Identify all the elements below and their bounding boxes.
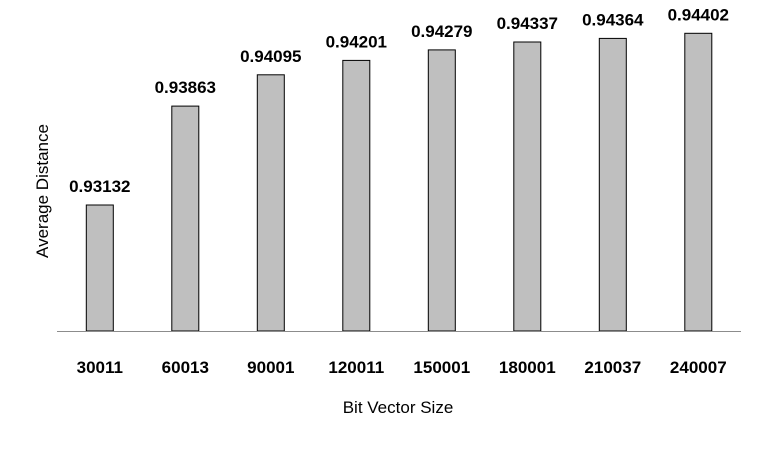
data-label-30011: 0.93132 (69, 177, 130, 196)
data-label-210037: 0.94364 (582, 10, 644, 29)
bar-180001 (513, 41, 542, 332)
x-tick-label-30011: 30011 (77, 358, 123, 377)
x-tick-label-180001: 180001 (499, 358, 556, 377)
data-label-90001: 0.94095 (240, 47, 301, 66)
x-tick-label-60013: 60013 (162, 358, 209, 377)
x-tick-label-120011: 120011 (328, 358, 384, 377)
data-label-240007: 0.94402 (668, 5, 729, 24)
x-tick-label-240007: 240007 (670, 358, 727, 377)
bar-210037 (598, 37, 627, 332)
data-label-120011: 0.94201 (326, 32, 387, 51)
data-label-150001: 0.94279 (411, 22, 472, 41)
x-tick-label-90001: 90001 (247, 358, 294, 377)
data-label-180001: 0.94337 (497, 14, 558, 33)
bar-120011 (342, 59, 371, 332)
y-axis-title: Average Distance (33, 124, 52, 258)
x-tick-label-150001: 150001 (413, 358, 470, 377)
bar-30011 (85, 204, 114, 332)
bar-150001 (427, 49, 456, 332)
bar-240007 (684, 32, 713, 332)
x-tick-label-210037: 210037 (584, 358, 641, 377)
bar-60013 (171, 105, 200, 332)
data-label-60013: 0.93863 (155, 78, 216, 97)
bar-90001 (256, 74, 285, 332)
x-axis-title: Bit Vector Size (343, 398, 454, 417)
